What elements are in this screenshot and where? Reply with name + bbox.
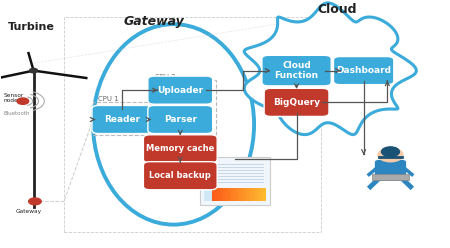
FancyBboxPatch shape bbox=[333, 57, 394, 85]
Text: Gateway: Gateway bbox=[15, 209, 41, 214]
Circle shape bbox=[30, 68, 38, 73]
Text: Turbine: Turbine bbox=[9, 22, 55, 31]
Text: Cloud
Function: Cloud Function bbox=[274, 61, 319, 80]
Text: Parser: Parser bbox=[164, 115, 197, 124]
FancyBboxPatch shape bbox=[256, 188, 258, 201]
Text: BigQuery: BigQuery bbox=[273, 98, 320, 107]
FancyBboxPatch shape bbox=[261, 188, 263, 201]
FancyBboxPatch shape bbox=[250, 188, 253, 201]
Circle shape bbox=[378, 148, 403, 162]
Circle shape bbox=[29, 198, 41, 205]
FancyBboxPatch shape bbox=[372, 174, 409, 180]
Text: Cloud: Cloud bbox=[317, 3, 356, 16]
Text: Sensor
node: Sensor node bbox=[4, 93, 24, 103]
FancyBboxPatch shape bbox=[248, 188, 250, 201]
FancyBboxPatch shape bbox=[258, 188, 261, 201]
Circle shape bbox=[17, 98, 29, 104]
FancyBboxPatch shape bbox=[212, 188, 215, 201]
Polygon shape bbox=[244, 3, 416, 135]
FancyBboxPatch shape bbox=[220, 188, 223, 201]
FancyBboxPatch shape bbox=[144, 135, 217, 163]
Text: Dashboard: Dashboard bbox=[336, 66, 391, 75]
Ellipse shape bbox=[93, 24, 254, 225]
Text: Reader: Reader bbox=[104, 115, 140, 124]
FancyBboxPatch shape bbox=[229, 188, 231, 201]
FancyBboxPatch shape bbox=[144, 162, 217, 190]
Circle shape bbox=[382, 147, 400, 157]
FancyBboxPatch shape bbox=[203, 161, 212, 201]
FancyBboxPatch shape bbox=[223, 188, 226, 201]
FancyBboxPatch shape bbox=[263, 188, 266, 201]
Text: Gateway: Gateway bbox=[123, 15, 184, 28]
FancyBboxPatch shape bbox=[239, 188, 242, 201]
Text: Bluetooth: Bluetooth bbox=[4, 111, 30, 116]
FancyBboxPatch shape bbox=[215, 188, 218, 201]
FancyBboxPatch shape bbox=[231, 188, 234, 201]
FancyBboxPatch shape bbox=[264, 88, 329, 117]
Text: Uploader: Uploader bbox=[157, 86, 203, 95]
FancyBboxPatch shape bbox=[92, 105, 153, 134]
FancyBboxPatch shape bbox=[218, 188, 220, 201]
FancyBboxPatch shape bbox=[242, 188, 245, 201]
FancyBboxPatch shape bbox=[200, 157, 270, 205]
FancyBboxPatch shape bbox=[253, 188, 256, 201]
FancyBboxPatch shape bbox=[245, 188, 248, 201]
FancyBboxPatch shape bbox=[262, 55, 331, 86]
FancyBboxPatch shape bbox=[375, 160, 406, 181]
FancyBboxPatch shape bbox=[237, 188, 239, 201]
Text: CPU 1: CPU 1 bbox=[98, 96, 118, 102]
FancyBboxPatch shape bbox=[234, 188, 237, 201]
FancyBboxPatch shape bbox=[148, 105, 213, 134]
Text: Local backup: Local backup bbox=[149, 171, 211, 180]
FancyBboxPatch shape bbox=[148, 76, 213, 104]
Text: CPU 2: CPU 2 bbox=[155, 74, 176, 80]
Text: Memory cache: Memory cache bbox=[146, 144, 215, 153]
FancyBboxPatch shape bbox=[226, 188, 229, 201]
